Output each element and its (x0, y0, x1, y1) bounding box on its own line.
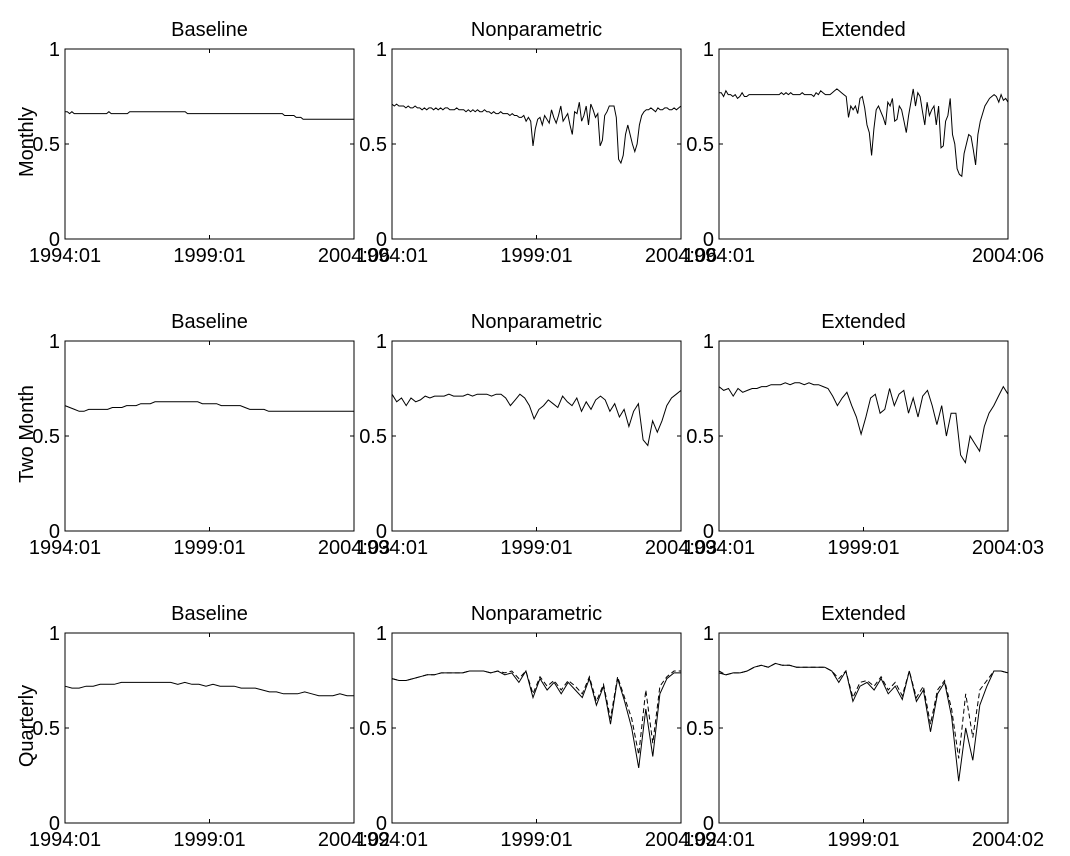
axes-frame (718, 632, 1009, 824)
panel-title: Extended (821, 603, 906, 625)
x-tick-label: 1994:01 (683, 829, 755, 851)
axes-frame (64, 632, 355, 824)
panel-title: Nonparametric (471, 603, 602, 625)
y-tick-label: 0.5 (686, 134, 714, 156)
x-tick-label: 1994:01 (356, 829, 428, 851)
chart-panel: Baseline 0 0.5 1 1994:01 1999:01 2004:02 (29, 603, 390, 851)
axes-frame (391, 632, 682, 824)
y-tick-label: 0 (49, 813, 60, 835)
x-tick-label: 1994:01 (29, 245, 101, 267)
x-tick-label: 1994:01 (356, 537, 428, 559)
panel-title: Baseline (171, 603, 248, 625)
x-tick-label: 2004:02 (972, 829, 1044, 851)
y-tick-label: 0 (49, 229, 60, 251)
y-tick-label: 0.5 (686, 426, 714, 448)
x-tick-label: 1994:01 (29, 829, 101, 851)
y-tick-label: 1 (703, 331, 714, 353)
y-tick-label: 0.5 (686, 718, 714, 740)
x-tick-label: 2004:02 (645, 829, 717, 851)
panel-title: Nonparametric (471, 19, 602, 41)
x-tick-label: 2004:06 (972, 245, 1044, 267)
y-tick-label: 0 (703, 813, 714, 835)
series-line (718, 382, 1009, 464)
axes-frame (391, 340, 682, 532)
y-tick-label: 1 (703, 623, 714, 645)
panel-title: Baseline (171, 19, 248, 41)
y-tick-label: 1 (49, 623, 60, 645)
chart-panel: Extended 0 0.5 1 1994:01 1999:01 2004:03 (683, 311, 1044, 559)
x-tick-label: 1999:01 (173, 829, 245, 851)
x-tick-label: 1994:01 (356, 245, 428, 267)
row-label-quarterly: Quarterly (16, 685, 38, 767)
x-tick-label: 1999:01 (500, 537, 572, 559)
y-tick-label: 0 (703, 229, 714, 251)
row-label-two-month: Two Month (16, 385, 38, 483)
x-tick-label: 1999:01 (827, 829, 899, 851)
x-tick-label: 1994:01 (683, 537, 755, 559)
panel-title: Nonparametric (471, 311, 602, 333)
panel-title: Extended (821, 311, 906, 333)
axes-frame (718, 340, 1009, 532)
x-tick-label: 1999:01 (827, 537, 899, 559)
x-tick-label: 1999:01 (500, 245, 572, 267)
y-tick-label: 0.5 (359, 426, 387, 448)
series-line (391, 390, 682, 447)
x-tick-label: 1994:01 (29, 537, 101, 559)
y-tick-label: 0 (376, 229, 387, 251)
series-line (65, 111, 354, 120)
y-tick-label: 1 (703, 39, 714, 61)
y-tick-label: 1 (376, 331, 387, 353)
series-line (391, 102, 682, 165)
y-tick-label: 1 (49, 39, 60, 61)
x-tick-label: 2004:03 (318, 537, 390, 559)
y-tick-label: 0.5 (32, 718, 60, 740)
y-tick-label: 0 (376, 813, 387, 835)
axes-frame (64, 48, 355, 240)
y-tick-label: 0 (376, 521, 387, 543)
axes-frame (64, 340, 355, 532)
series-line (719, 88, 1009, 178)
series-line-dashed (718, 662, 1009, 759)
y-tick-label: 0 (49, 521, 60, 543)
y-tick-label: 1 (376, 623, 387, 645)
series-line (64, 681, 354, 697)
x-tick-label: 1999:01 (173, 537, 245, 559)
y-tick-label: 0.5 (359, 718, 387, 740)
x-tick-label: 1999:01 (500, 829, 572, 851)
x-tick-label: 1999:01 (173, 245, 245, 267)
axes-frame (391, 48, 682, 240)
series-line (391, 669, 681, 768)
panel-title: Baseline (171, 311, 248, 333)
x-tick-label: 2004:03 (645, 537, 717, 559)
y-tick-label: 0.5 (32, 134, 60, 156)
y-tick-label: 1 (376, 39, 387, 61)
chart-panel: Extended 0 0.5 1 1994:01 2004:06 (683, 19, 1044, 267)
y-tick-label: 1 (49, 331, 60, 353)
y-tick-label: 0 (703, 521, 714, 543)
x-tick-label: 2004:02 (318, 829, 390, 851)
x-tick-label: 1994:01 (683, 245, 755, 267)
series-line (64, 401, 354, 412)
series-line-dashed (391, 670, 681, 755)
y-tick-label: 0.5 (32, 426, 60, 448)
y-tick-label: 0.5 (359, 134, 387, 156)
x-tick-label: 2004:06 (318, 245, 390, 267)
chart-panel: Nonparametric 0 0.5 1 1994:01 1999:01 2004:02 (356, 603, 717, 851)
chart-panel: Extended 0 0.5 1 1994:01 1999:01 2004:02 (683, 603, 1044, 851)
row-label-monthly: Monthly (16, 107, 38, 177)
x-tick-label: 2004:06 (645, 245, 717, 267)
axes-frame (718, 48, 1009, 240)
chart-panel: Baseline 0 0.5 1 1994:01 1999:01 2004:03 (29, 311, 390, 559)
x-tick-label: 2004:03 (972, 537, 1044, 559)
chart-panel: Nonparametric 0 0.5 1 1994:01 1999:01 2004:06 (356, 19, 717, 267)
chart-panel: Nonparametric 0 0.5 1 1994:01 1999:01 2004:03 (356, 311, 717, 559)
panel-title: Extended (821, 19, 906, 41)
chart-panel: Baseline 0 0.5 1 1994:01 1999:01 2004:06 (29, 19, 390, 267)
